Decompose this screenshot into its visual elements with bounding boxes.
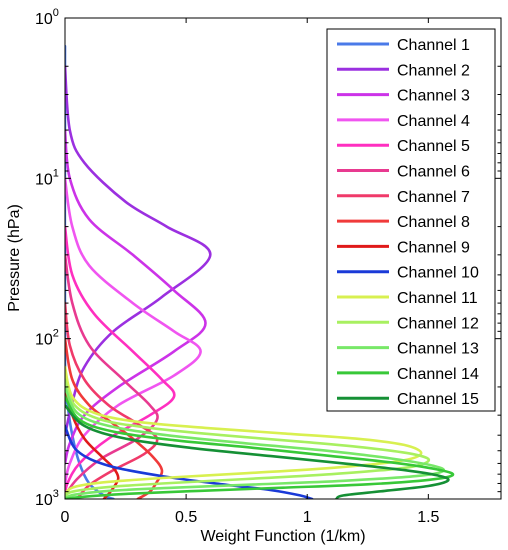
y-tick-label: 101 (35, 167, 59, 188)
series-line-channel-2 (65, 65, 212, 437)
x-axis-label: Weight Function (1/km) (200, 528, 365, 545)
series-line-channel-6 (65, 253, 159, 497)
x-tick-label: 1.5 (417, 509, 439, 526)
legend-items: Channel 1 Channel 2 Channel 3 Channel 4 Chan… (337, 37, 479, 408)
legend-label-channel-15: Channel 15 (397, 391, 479, 408)
legend-label-channel-8: Channel 8 (397, 214, 470, 231)
series-line-channel-10 (65, 424, 314, 499)
ticks-layer (64, 17, 501, 499)
legend: Channel 1 Channel 2 Channel 3 Channel 4 Chan… (326, 28, 496, 412)
series-line-channel-5 (65, 225, 176, 497)
series-line-channel-8 (65, 337, 164, 499)
series-line-channel-4 (65, 177, 202, 485)
legend-label-channel-7: Channel 7 (397, 189, 470, 206)
series-line-channel-15 (65, 403, 450, 499)
y-tick-label: 103 (35, 488, 59, 509)
legend-label-channel-3: Channel 3 (397, 88, 470, 105)
legend-label-channel-9: Channel 9 (397, 239, 470, 256)
y-axis-label: Pressure (hPa) (6, 204, 23, 312)
series-layer (65, 44, 455, 499)
legend-label-channel-6: Channel 6 (397, 164, 470, 181)
legend-label-channel-4: Channel 4 (397, 113, 470, 130)
series-line-channel-7 (65, 301, 159, 499)
x-tick-label: 0.5 (175, 509, 197, 526)
series-line-channel-12 (65, 378, 431, 498)
legend-label-channel-5: Channel 5 (397, 138, 470, 155)
legend-label-channel-13: Channel 13 (397, 341, 479, 358)
legend-label-channel-11: Channel 11 (397, 290, 478, 307)
series-line-channel-14 (65, 395, 455, 499)
legend-label-channel-2: Channel 2 (397, 62, 470, 79)
legend-label-channel-12: Channel 12 (397, 315, 479, 332)
legend-label-channel-1: Channel 1 (397, 37, 470, 54)
tick-labels-layer: 0 0.5 1 1.5 100 101 102 103 (35, 7, 440, 526)
legend-label-channel-14: Channel 14 (397, 366, 479, 383)
x-tick-label: 1 (303, 509, 312, 526)
y-tick-label: 100 (35, 7, 59, 28)
x-tick-label: 0 (61, 509, 70, 526)
plot-frame (64, 17, 502, 500)
y-tick-label: 102 (35, 328, 59, 349)
legend-label-channel-10: Channel 10 (397, 265, 479, 282)
series-line-channel-11 (65, 365, 423, 497)
